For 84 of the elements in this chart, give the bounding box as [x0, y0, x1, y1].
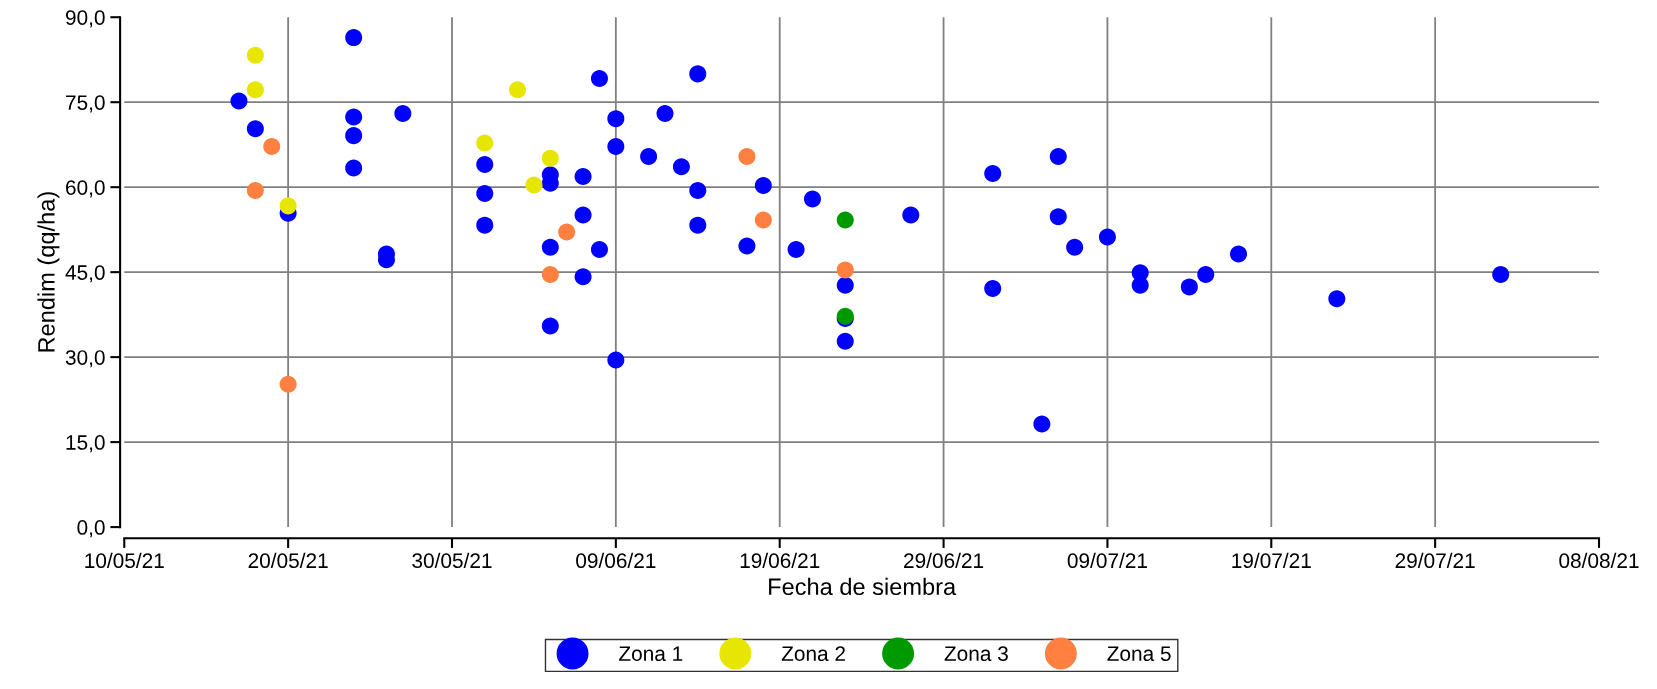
point [345, 159, 363, 177]
point [279, 375, 297, 393]
y-tick-label: 60,0 [66, 180, 105, 198]
point [246, 46, 264, 64]
point [246, 182, 264, 200]
y-tick-label: 30,0 [65, 350, 105, 368]
point [345, 29, 363, 47]
point [541, 149, 559, 167]
point [689, 65, 707, 83]
point [574, 206, 592, 224]
point [1197, 265, 1215, 283]
point [787, 240, 805, 258]
x-tick-label: 09/06/21 [576, 552, 656, 569]
point [345, 127, 363, 145]
point [607, 110, 625, 128]
legend-label: Zona 3 [944, 646, 1008, 662]
legend-label: Zona 2 [781, 646, 845, 662]
point [230, 92, 248, 110]
y-tick-label: 90,0 [65, 10, 105, 28]
point [476, 216, 494, 234]
point [836, 332, 854, 350]
x-tick-label: 19/07/21 [1232, 552, 1311, 569]
y-tick-label: 75,0 [66, 95, 105, 113]
point [689, 216, 707, 234]
point [394, 105, 412, 123]
point [345, 108, 363, 126]
x-tick-label: 10/05/21 [85, 552, 164, 569]
point [984, 280, 1002, 298]
point [1098, 228, 1116, 246]
point [476, 184, 494, 202]
point [541, 265, 559, 283]
legend-label: Zona 1 [619, 646, 683, 662]
x-tick-label: 08/08/21 [1559, 552, 1639, 569]
point [525, 176, 543, 194]
point [1049, 208, 1067, 226]
point [1066, 238, 1084, 256]
x-tick-label: 29/07/21 [1395, 552, 1475, 569]
point [640, 148, 658, 166]
x-tick-label: 30/05/21 [412, 552, 492, 569]
point [1033, 415, 1051, 433]
point [509, 81, 527, 99]
point [607, 351, 625, 369]
point [754, 211, 772, 229]
point [1492, 265, 1510, 283]
point [476, 156, 494, 174]
point [738, 237, 756, 255]
point [1180, 278, 1198, 296]
point [590, 69, 608, 87]
x-tick-label: 29/06/21 [904, 552, 984, 569]
point [754, 176, 772, 194]
point [1230, 245, 1248, 263]
x-axis-title: Fecha de siembra [769, 577, 957, 596]
point [689, 182, 707, 200]
point [656, 105, 674, 123]
y-tick-label: 15,0 [66, 435, 105, 453]
point [902, 206, 920, 224]
point [984, 165, 1002, 183]
point [836, 276, 854, 294]
point [279, 197, 297, 215]
point [558, 223, 576, 241]
point [607, 137, 625, 155]
x-tick-label: 20/05/21 [248, 552, 328, 569]
point [246, 120, 264, 138]
point [1049, 148, 1067, 166]
point [476, 134, 494, 152]
legend-label: Zona 5 [1107, 646, 1171, 662]
point [836, 261, 854, 279]
x-tick-label: 09/07/21 [1067, 552, 1147, 569]
point [672, 158, 690, 176]
point [836, 211, 854, 229]
y-axis-title: Rendim (qq/ha) [37, 192, 60, 352]
point [803, 190, 821, 208]
point [1328, 290, 1346, 308]
point [541, 238, 559, 256]
point [246, 81, 264, 99]
point [738, 148, 756, 166]
point [263, 137, 281, 155]
point [541, 317, 559, 335]
y-tick-label: 45,0 [65, 265, 105, 283]
point [590, 240, 608, 258]
point [574, 167, 592, 185]
y-tick-label: 0,0 [77, 520, 105, 538]
point [574, 268, 592, 286]
x-tick-label: 19/06/21 [740, 552, 820, 569]
